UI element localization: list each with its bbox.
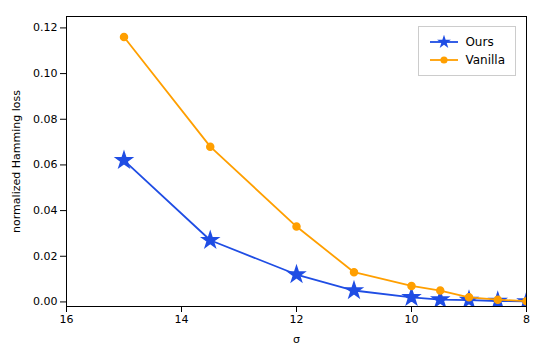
html-text:Vanilla: Vanilla xyxy=(465,53,505,67)
svg-text:0.04: 0.04 xyxy=(33,204,58,217)
svg-text:0.08: 0.08 xyxy=(33,113,58,126)
svg-text:10: 10 xyxy=(405,313,419,326)
svg-text:0.10: 0.10 xyxy=(33,67,58,80)
svg-text:normalized Hamming loss: normalized Hamming loss xyxy=(10,90,23,233)
svg-text:16: 16 xyxy=(60,313,74,326)
svg-text:8: 8 xyxy=(523,313,530,326)
svg-text:14: 14 xyxy=(175,313,189,326)
html-text:Ours: Ours xyxy=(465,35,494,49)
svg-text:12: 12 xyxy=(290,313,304,326)
svg-text:0.00: 0.00 xyxy=(33,295,58,308)
svg-text:0.12: 0.12 xyxy=(33,21,58,34)
svg-text:0.06: 0.06 xyxy=(33,158,58,171)
svg-text:0.02: 0.02 xyxy=(33,250,58,263)
svg-text:σ: σ xyxy=(293,333,300,346)
